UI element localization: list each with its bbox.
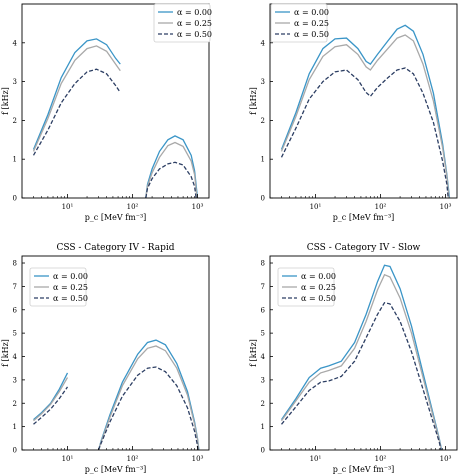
plot-frame [21,255,210,451]
legend-entry-3: α = 0.50 [301,294,336,303]
y-tick-label: 1 [13,156,17,164]
x-axis-label: p_c [MeV fm⁻³] [333,465,395,474]
y-tick-label: 2 [261,117,265,125]
y-tick-label: 7 [261,283,265,291]
legend-box [153,3,211,43]
chart-title: CSS - Category IV - Rapid [56,243,174,253]
x-tick-label: 10¹ [310,455,322,463]
series-line-1-segment-2 [145,135,199,198]
legend-entry-2: α = 0.25 [53,283,88,292]
series-line-1-segment-2 [97,339,200,450]
chart-panel-1: 0 1 2 3 4 10¹ 10² 10³ p_c [MeV fm⁻³] f [kHz] α = 0… [1,3,212,222]
x-tick-label: 10¹ [310,203,322,211]
y-tick-label: 7 [13,283,17,291]
series-line-2-segment-1 [280,273,442,450]
legend-entry-1: α = 0.00 [177,8,212,17]
legend-box [270,3,328,43]
series-line-1-segment-1 [33,372,69,421]
series-line-3-segment-1 [33,386,69,425]
y-tick-label: 5 [13,330,17,338]
x-tick-label: 10¹ [62,203,74,211]
y-tick-label: 4 [13,353,18,361]
y-tick-label: 3 [13,376,17,384]
legend-entry-3: α = 0.50 [294,30,329,39]
x-tick-label: 10² [375,455,387,463]
legend: α = 0.00 α = 0.25 α = 0.50 [270,3,329,43]
legend-box [277,267,335,307]
y-tick-label: 3 [13,78,17,86]
x-tick-label: 10² [375,203,387,211]
legend-entry-1: α = 0.00 [301,272,336,281]
series-line-3-segment-1 [280,67,449,198]
series-line-2-segment-1 [32,45,121,152]
y-tick-label: 4 [261,39,266,47]
y-tick-label: 6 [261,306,266,314]
legend: α = 0.00 α = 0.25 α = 0.50 [153,3,212,43]
y-axis-label: f [kHz] [249,87,258,115]
legend-entry-2: α = 0.25 [294,19,329,28]
y-axis-label: f [kHz] [1,87,10,115]
y-tick-label: 5 [261,330,265,338]
series-line-1-segment-1 [280,24,451,198]
y-tick-label: 4 [13,39,18,47]
legend-entry-2: α = 0.25 [301,283,336,292]
series-line-3-segment-1 [280,301,442,450]
legend: α = 0.00 α = 0.25 α = 0.50 [277,267,336,307]
y-tick-label: 8 [261,260,265,268]
chart-title: CSS - Category IV - Slow [307,243,421,253]
legend-entry-1: α = 0.00 [53,272,88,281]
legend: α = 0.00 α = 0.25 α = 0.50 [29,267,88,307]
legend-entry-1: α = 0.00 [294,8,329,17]
y-tick-label: 6 [13,306,18,314]
series-line-2-segment-1 [280,34,450,198]
x-tick-label: 10² [127,203,139,211]
x-axis-label: p_c [MeV fm⁻³] [333,213,395,222]
plot-frame [21,3,210,199]
series-line-1-segment-1 [280,264,443,450]
chart-panel-3: CSS - Category IV - Rapid 0 1 2 3 4 5 6 7 8 10¹ 10²… [1,243,210,474]
y-tick-label: 0 [13,195,17,203]
legend-box [29,267,87,307]
series-line-2-segment-2 [97,345,200,450]
x-tick-label: 10³ [192,455,204,463]
plot-frame [269,3,458,199]
y-tick-label: 2 [13,117,17,125]
y-tick-label: 1 [261,156,265,164]
x-tick-label: 10³ [440,455,452,463]
legend-entry-2: α = 0.25 [177,19,212,28]
chart-panel-4: CSS - Category IV - Slow 0 1 2 3 4 5 6 7 8 10¹ 10² 1… [249,243,458,474]
y-tick-label: 1 [261,423,265,431]
y-tick-label: 3 [261,78,265,86]
series-line-3-segment-2 [145,161,197,198]
x-axis-label: p_c [MeV fm⁻³] [85,213,147,222]
y-tick-label: 3 [261,376,265,384]
y-tick-label: 0 [261,447,265,455]
x-tick-label: 10³ [192,203,204,211]
series-line-2-segment-1 [33,377,69,422]
chart-panel-2: 0 1 2 3 4 10¹ 10² 10³ p_c [MeV fm⁻³] f [kHz] α = 0… [249,3,458,222]
legend-entry-3: α = 0.50 [53,294,88,303]
y-tick-label: 2 [261,400,265,408]
y-axis-label: f [kHz] [1,339,10,367]
y-tick-label: 4 [261,353,266,361]
y-axis-label: f [kHz] [249,339,258,367]
x-tick-label: 10³ [440,203,452,211]
y-tick-label: 0 [13,447,17,455]
plot-frame [269,255,458,451]
x-tick-label: 10² [127,455,139,463]
series-line-1-segment-1 [32,38,121,150]
legend-entry-3: α = 0.50 [177,30,212,39]
x-tick-label: 10¹ [62,455,74,463]
y-tick-label: 2 [13,400,17,408]
y-tick-label: 1 [13,423,17,431]
y-tick-label: 0 [261,195,265,203]
series-line-3-segment-1 [32,68,121,156]
series-line-2-segment-2 [145,141,198,198]
series-line-3-segment-2 [97,366,199,450]
x-axis-label: p_c [MeV fm⁻³] [85,465,147,474]
y-tick-label: 8 [13,260,17,268]
